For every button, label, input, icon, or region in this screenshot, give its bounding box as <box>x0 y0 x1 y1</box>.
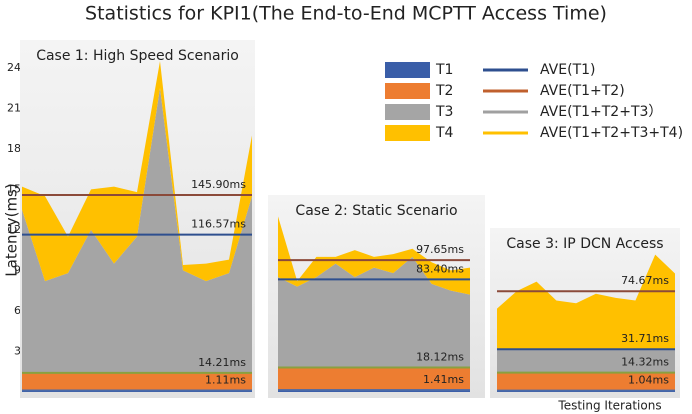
legend-label: T4 <box>435 125 454 141</box>
area-segment <box>497 254 675 350</box>
legend-swatch <box>385 83 430 99</box>
average-label: 145.90ms <box>191 178 246 191</box>
area-segment <box>497 372 675 391</box>
average-label: 74.67ms <box>621 274 669 287</box>
area-segment <box>278 256 470 368</box>
average-label: 97.65ms <box>416 243 464 256</box>
area-segment <box>497 349 675 373</box>
average-label: 1.41ms <box>423 373 464 386</box>
area-segment <box>22 372 252 391</box>
y-axis-label: Latency(ms) <box>3 183 21 276</box>
legend-label: AVE(T1+T2+T3+T4) <box>540 125 683 141</box>
legend-label: AVE(T1) <box>540 62 596 78</box>
legend-swatch <box>385 125 430 141</box>
average-label: 1.11ms <box>205 374 246 387</box>
average-label: 1.04ms <box>628 374 669 387</box>
chart-title: Statistics for KPI1(The End-to-End MCPTT… <box>85 3 607 25</box>
average-label: 18.12ms <box>416 351 464 364</box>
average-label: 83.40ms <box>416 262 464 275</box>
area-segment <box>22 61 252 282</box>
legend-label: AVE(T1+T2) <box>540 83 625 99</box>
x-axis-label: Testing Iterations <box>557 399 661 413</box>
legend-label: T3 <box>435 104 453 120</box>
legend-swatch <box>385 104 430 120</box>
legend-label: AVE(T1+T2+T3） <box>540 104 662 120</box>
area-segment <box>278 367 470 391</box>
panel-title: Case 1: High Speed Scenario <box>36 48 239 64</box>
average-label: 31.71ms <box>621 332 669 345</box>
area-segment <box>22 88 252 373</box>
legend-label: T2 <box>435 83 453 99</box>
legend-label: T1 <box>435 62 453 78</box>
area-segment <box>278 216 470 295</box>
legend-swatch <box>385 62 430 78</box>
average-label: 14.21ms <box>198 356 246 369</box>
average-label: 14.32ms <box>621 356 669 369</box>
panel-title: Case 2: Static Scenario <box>295 203 457 219</box>
panel-title: Case 3: IP DCN Access <box>506 236 663 252</box>
average-label: 116.57ms <box>191 218 246 231</box>
